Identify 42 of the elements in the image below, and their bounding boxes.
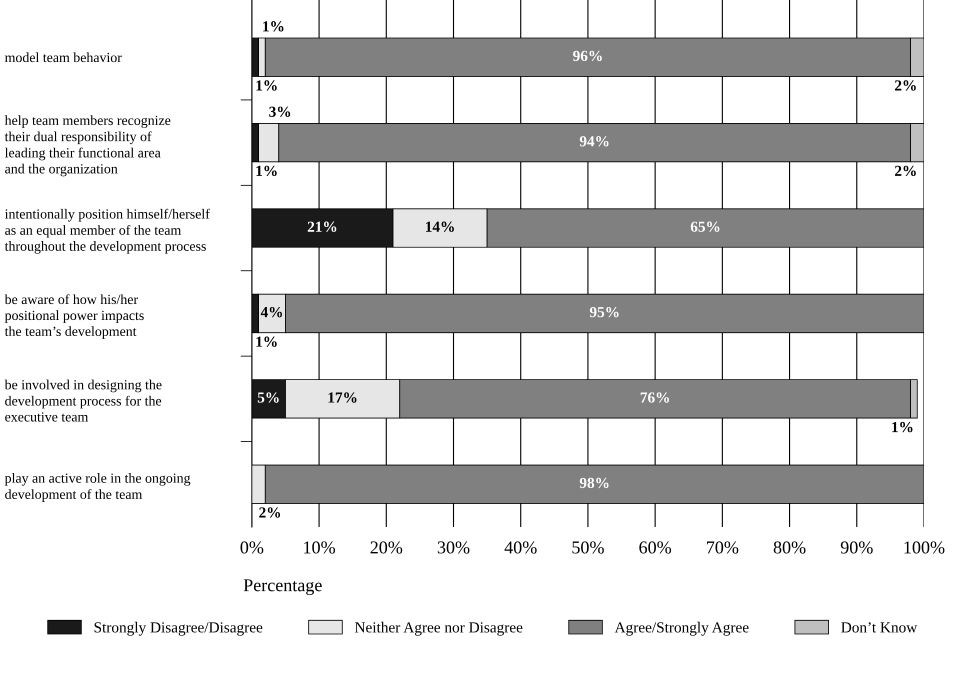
y-tick-label: intentionally position himself/herself as an equal member of the team throughout the development process [4, 208, 210, 254]
x-tick-label: 0% [240, 541, 264, 554]
x-tick-label: 40% [504, 541, 537, 554]
x-tick-label: 50% [572, 541, 604, 554]
data-label: 1% [256, 166, 277, 176]
y-tick-label: play an active role in the ongoing development of the team [4, 473, 190, 502]
x-tick-label: 80% [774, 541, 806, 554]
legend-label: Agree/Strongly Agree [614, 622, 749, 636]
data-label: 4% [260, 306, 282, 318]
x-tick-label: 90% [840, 541, 873, 554]
x-tick-label: 70% [706, 541, 738, 554]
x-tick-label: 20% [370, 541, 402, 554]
data-label: 1% [256, 80, 277, 91]
x-tick-label: 100% [904, 541, 944, 554]
x-tick-label: 30% [438, 541, 470, 554]
data-label: 98% [580, 478, 608, 488]
x-axis-title: Percentage [244, 579, 322, 596]
data-label: 1% [263, 21, 284, 32]
data-label: 3% [269, 106, 290, 117]
data-label: 76% [640, 392, 669, 403]
y-tick-label: model team behavior [4, 52, 122, 62]
data-label: 5% [258, 392, 279, 403]
data-label: 65% [690, 222, 720, 232]
data-label: 14% [426, 222, 454, 232]
data-label: 1% [892, 422, 912, 432]
data-label: 2% [894, 80, 916, 91]
data-label: 96% [573, 50, 602, 62]
legend-label: Neither Agree nor Disagree [354, 622, 522, 636]
data-label: 2% [894, 166, 916, 176]
y-tick-label: be involved in designing the development process for the executive team [4, 380, 162, 422]
data-label: 2% [259, 507, 280, 518]
data-label: 94% [580, 136, 608, 147]
legend-label: Don’t Know [841, 622, 918, 633]
data-label: 17% [328, 392, 356, 403]
y-tick-label: help team members recognize their dual responsibility of leading their functional area and the organization [4, 115, 170, 176]
x-tick-label: 10% [304, 541, 336, 554]
data-label: 1% [256, 336, 277, 347]
x-tick-label: 60% [639, 541, 672, 554]
y-tick-label: be aware of how his/her positional power impacts the team’s development [4, 294, 144, 339]
legend-label: Strongly Disagree/Disagree [94, 622, 262, 636]
data-label: 21% [308, 222, 336, 232]
data-label: 95% [590, 306, 619, 318]
